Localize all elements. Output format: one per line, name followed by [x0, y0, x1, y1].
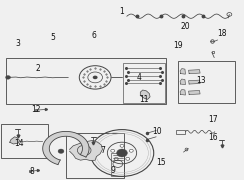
- Text: 1: 1: [120, 7, 124, 16]
- Circle shape: [6, 76, 10, 79]
- Bar: [6, 58, 166, 104]
- Text: 20: 20: [181, 22, 190, 31]
- Polygon shape: [10, 137, 20, 144]
- Text: 8: 8: [29, 166, 34, 176]
- Text: 12: 12: [31, 105, 41, 114]
- Polygon shape: [189, 70, 200, 74]
- Circle shape: [120, 144, 124, 147]
- Text: 15: 15: [156, 158, 166, 167]
- Text: 9: 9: [110, 166, 115, 175]
- Polygon shape: [43, 131, 89, 165]
- Bar: [176, 130, 185, 134]
- Polygon shape: [180, 79, 185, 85]
- Polygon shape: [189, 80, 200, 84]
- Text: 2: 2: [35, 64, 40, 73]
- Circle shape: [114, 157, 118, 160]
- Text: 3: 3: [15, 39, 20, 48]
- Text: 10: 10: [152, 127, 162, 136]
- Text: 5: 5: [50, 33, 55, 42]
- Bar: [123, 63, 165, 103]
- Circle shape: [111, 149, 115, 152]
- Polygon shape: [189, 91, 200, 95]
- Text: 14: 14: [14, 139, 24, 148]
- Circle shape: [58, 149, 64, 153]
- Text: 19: 19: [173, 40, 183, 50]
- Polygon shape: [180, 69, 185, 74]
- Bar: [66, 133, 124, 178]
- Text: 13: 13: [196, 76, 206, 85]
- Bar: [178, 61, 235, 103]
- Circle shape: [126, 157, 130, 160]
- Text: 17: 17: [209, 115, 218, 124]
- Text: 4: 4: [137, 73, 142, 82]
- Text: 7: 7: [100, 146, 105, 155]
- Text: 18: 18: [217, 29, 227, 38]
- Circle shape: [117, 149, 127, 157]
- Text: 6: 6: [92, 31, 96, 40]
- Bar: [1, 124, 48, 158]
- Bar: [111, 153, 124, 176]
- Circle shape: [129, 149, 133, 152]
- Polygon shape: [180, 89, 185, 95]
- Polygon shape: [140, 90, 150, 99]
- Polygon shape: [70, 140, 102, 161]
- Circle shape: [93, 76, 98, 79]
- Text: 16: 16: [209, 133, 218, 142]
- Text: 11: 11: [139, 94, 149, 103]
